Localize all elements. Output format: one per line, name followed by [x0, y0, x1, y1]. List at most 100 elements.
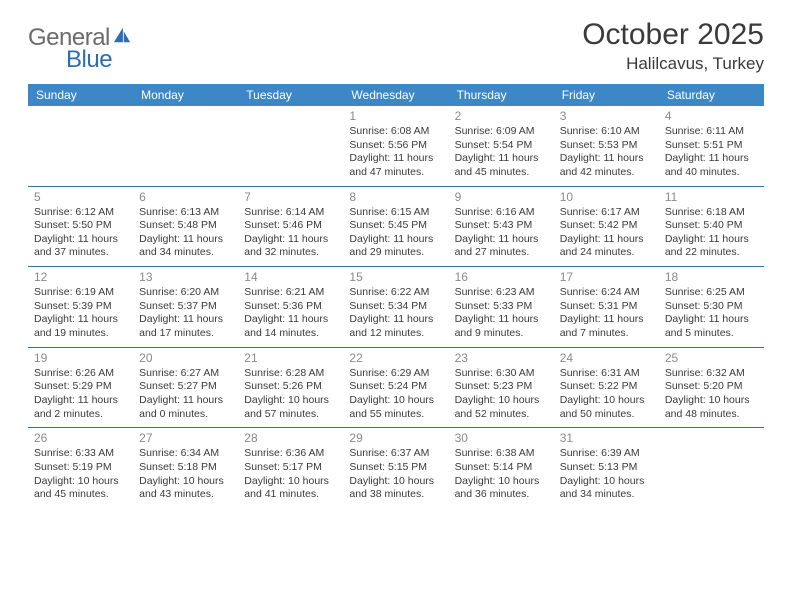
- day-number: 8: [349, 190, 442, 204]
- weekday-header: Tuesday: [238, 84, 343, 106]
- weekday-header: Friday: [554, 84, 659, 106]
- day-number: 25: [665, 351, 758, 365]
- day-info: Sunrise: 6:39 AMSunset: 5:13 PMDaylight:…: [560, 447, 653, 502]
- calendar-day-cell: 23 Sunrise: 6:30 AMSunset: 5:23 PMDayligh…: [449, 347, 554, 428]
- calendar-day-cell: [238, 106, 343, 186]
- day-info: Sunrise: 6:27 AMSunset: 5:27 PMDaylight:…: [139, 367, 232, 422]
- calendar-week-row: 26Sunrise: 6:33 AMSunset: 5:19 PMDayligh…: [28, 428, 764, 508]
- calendar-day-cell: 27 Sunrise: 6:34 AMSunset: 5:18 PMDayligh…: [133, 428, 238, 508]
- calendar-day-cell: 21 Sunrise: 6:28 AMSunset: 5:26 PMDayligh…: [238, 347, 343, 428]
- day-info: Sunrise: 6:12 AMSunset: 5:50 PMDaylight:…: [34, 206, 127, 261]
- location-label: Halilcavus, Turkey: [582, 54, 764, 74]
- calendar-day-cell: 14 Sunrise: 6:21 AMSunset: 5:36 PMDayligh…: [238, 267, 343, 348]
- calendar-day-cell: 10 Sunrise: 6:17 AMSunset: 5:42 PMDayligh…: [554, 186, 659, 267]
- calendar-day-cell: 24Sunrise: 6:31 AMSunset: 5:22 PMDayligh…: [554, 347, 659, 428]
- calendar-head: SundayMondayTuesdayWednesdayThursdayFrid…: [28, 84, 764, 106]
- day-info: Sunrise: 6:20 AMSunset: 5:37 PMDaylight:…: [139, 286, 232, 341]
- day-info: Sunrise: 6:15 AMSunset: 5:45 PMDaylight:…: [349, 206, 442, 261]
- calendar-day-cell: 26Sunrise: 6:33 AMSunset: 5:19 PMDayligh…: [28, 428, 133, 508]
- weekday-header: Monday: [133, 84, 238, 106]
- day-info: Sunrise: 6:10 AMSunset: 5:53 PMDaylight:…: [560, 125, 653, 180]
- logo-sail-icon: [112, 26, 132, 49]
- day-info: Sunrise: 6:34 AMSunset: 5:18 PMDaylight:…: [139, 447, 232, 502]
- calendar-day-cell: 31Sunrise: 6:39 AMSunset: 5:13 PMDayligh…: [554, 428, 659, 508]
- day-number: 2: [455, 109, 548, 123]
- day-info: Sunrise: 6:33 AMSunset: 5:19 PMDaylight:…: [34, 447, 127, 502]
- day-number: 22: [349, 351, 442, 365]
- day-info: Sunrise: 6:22 AMSunset: 5:34 PMDaylight:…: [349, 286, 442, 341]
- day-info: Sunrise: 6:29 AMSunset: 5:24 PMDaylight:…: [349, 367, 442, 422]
- day-number: 7: [244, 190, 337, 204]
- calendar-page: GeneralBlue October 2025 Halilcavus, Tur…: [0, 0, 792, 526]
- weekday-header: Wednesday: [343, 84, 448, 106]
- calendar-day-cell: 25Sunrise: 6:32 AMSunset: 5:20 PMDayligh…: [659, 347, 764, 428]
- day-number: 11: [665, 190, 758, 204]
- day-info: Sunrise: 6:14 AMSunset: 5:46 PMDaylight:…: [244, 206, 337, 261]
- page-header: GeneralBlue October 2025 Halilcavus, Tur…: [28, 18, 764, 74]
- day-number: 23: [455, 351, 548, 365]
- calendar-week-row: 5Sunrise: 6:12 AMSunset: 5:50 PMDaylight…: [28, 186, 764, 267]
- calendar-day-cell: 30Sunrise: 6:38 AMSunset: 5:14 PMDayligh…: [449, 428, 554, 508]
- calendar-day-cell: 12Sunrise: 6:19 AMSunset: 5:39 PMDayligh…: [28, 267, 133, 348]
- day-number: 10: [560, 190, 653, 204]
- calendar-day-cell: 19 Sunrise: 6:26 AMSunset: 5:29 PMDayligh…: [28, 347, 133, 428]
- calendar-week-row: 12Sunrise: 6:19 AMSunset: 5:39 PMDayligh…: [28, 267, 764, 348]
- day-number: 29: [349, 431, 442, 445]
- day-info: Sunrise: 6:11 AMSunset: 5:51 PMDaylight:…: [665, 125, 758, 180]
- calendar-week-row: 19 Sunrise: 6:26 AMSunset: 5:29 PMDayligh…: [28, 347, 764, 428]
- day-number: 21: [244, 351, 337, 365]
- day-info: Sunrise: 6:09 AMSunset: 5:54 PMDaylight:…: [455, 125, 548, 180]
- day-number: 16: [455, 270, 548, 284]
- title-block: October 2025 Halilcavus, Turkey: [582, 18, 764, 74]
- day-number: 14: [244, 270, 337, 284]
- day-number: 12: [34, 270, 127, 284]
- day-info: Sunrise: 6:08 AMSunset: 5:56 PMDaylight:…: [349, 125, 442, 180]
- calendar-body: 1 Sunrise: 6:08 AMSunset: 5:56 PMDaylight…: [28, 106, 764, 508]
- day-number: 13: [139, 270, 232, 284]
- day-info: Sunrise: 6:30 AMSunset: 5:23 PMDaylight:…: [455, 367, 548, 422]
- weekday-header: Sunday: [28, 84, 133, 106]
- day-info: Sunrise: 6:18 AMSunset: 5:40 PMDaylight:…: [665, 206, 758, 261]
- day-info: Sunrise: 6:37 AMSunset: 5:15 PMDaylight:…: [349, 447, 442, 502]
- calendar-day-cell: 22 Sunrise: 6:29 AMSunset: 5:24 PMDayligh…: [343, 347, 448, 428]
- day-info: Sunrise: 6:36 AMSunset: 5:17 PMDaylight:…: [244, 447, 337, 502]
- day-info: Sunrise: 6:26 AMSunset: 5:29 PMDaylight:…: [34, 367, 127, 422]
- day-number: 20: [139, 351, 232, 365]
- calendar-day-cell: 5Sunrise: 6:12 AMSunset: 5:50 PMDaylight…: [28, 186, 133, 267]
- calendar-week-row: 1 Sunrise: 6:08 AMSunset: 5:56 PMDaylight…: [28, 106, 764, 186]
- calendar-day-cell: 29 Sunrise: 6:37 AMSunset: 5:15 PMDayligh…: [343, 428, 448, 508]
- day-number: 28: [244, 431, 337, 445]
- calendar-day-cell: 16Sunrise: 6:23 AMSunset: 5:33 PMDayligh…: [449, 267, 554, 348]
- day-info: Sunrise: 6:21 AMSunset: 5:36 PMDaylight:…: [244, 286, 337, 341]
- calendar-day-cell: [133, 106, 238, 186]
- calendar-table: SundayMondayTuesdayWednesdayThursdayFrid…: [28, 84, 764, 508]
- calendar-day-cell: [659, 428, 764, 508]
- calendar-day-cell: 4Sunrise: 6:11 AMSunset: 5:51 PMDaylight…: [659, 106, 764, 186]
- weekday-header: Thursday: [449, 84, 554, 106]
- day-info: Sunrise: 6:13 AMSunset: 5:48 PMDaylight:…: [139, 206, 232, 261]
- calendar-day-cell: 17Sunrise: 6:24 AMSunset: 5:31 PMDayligh…: [554, 267, 659, 348]
- calendar-day-cell: 3Sunrise: 6:10 AMSunset: 5:53 PMDaylight…: [554, 106, 659, 186]
- day-number: 15: [349, 270, 442, 284]
- day-info: Sunrise: 6:28 AMSunset: 5:26 PMDaylight:…: [244, 367, 337, 422]
- day-number: 1: [349, 109, 442, 123]
- day-info: Sunrise: 6:16 AMSunset: 5:43 PMDaylight:…: [455, 206, 548, 261]
- calendar-day-cell: 20 Sunrise: 6:27 AMSunset: 5:27 PMDayligh…: [133, 347, 238, 428]
- calendar-day-cell: 28 Sunrise: 6:36 AMSunset: 5:17 PMDayligh…: [238, 428, 343, 508]
- day-info: Sunrise: 6:25 AMSunset: 5:30 PMDaylight:…: [665, 286, 758, 341]
- weekday-header: Saturday: [659, 84, 764, 106]
- day-info: Sunrise: 6:17 AMSunset: 5:42 PMDaylight:…: [560, 206, 653, 261]
- calendar-day-cell: 18Sunrise: 6:25 AMSunset: 5:30 PMDayligh…: [659, 267, 764, 348]
- month-title: October 2025: [582, 18, 764, 52]
- calendar-day-cell: 15 Sunrise: 6:22 AMSunset: 5:34 PMDayligh…: [343, 267, 448, 348]
- calendar-day-cell: 11 Sunrise: 6:18 AMSunset: 5:40 PMDayligh…: [659, 186, 764, 267]
- calendar-day-cell: 7 Sunrise: 6:14 AMSunset: 5:46 PMDaylight…: [238, 186, 343, 267]
- day-number: 9: [455, 190, 548, 204]
- day-number: 19: [34, 351, 127, 365]
- calendar-day-cell: 6 Sunrise: 6:13 AMSunset: 5:48 PMDaylight…: [133, 186, 238, 267]
- day-number: 6: [139, 190, 232, 204]
- day-number: 30: [455, 431, 548, 445]
- day-info: Sunrise: 6:24 AMSunset: 5:31 PMDaylight:…: [560, 286, 653, 341]
- day-number: 27: [139, 431, 232, 445]
- calendar-day-cell: 2 Sunrise: 6:09 AMSunset: 5:54 PMDaylight…: [449, 106, 554, 186]
